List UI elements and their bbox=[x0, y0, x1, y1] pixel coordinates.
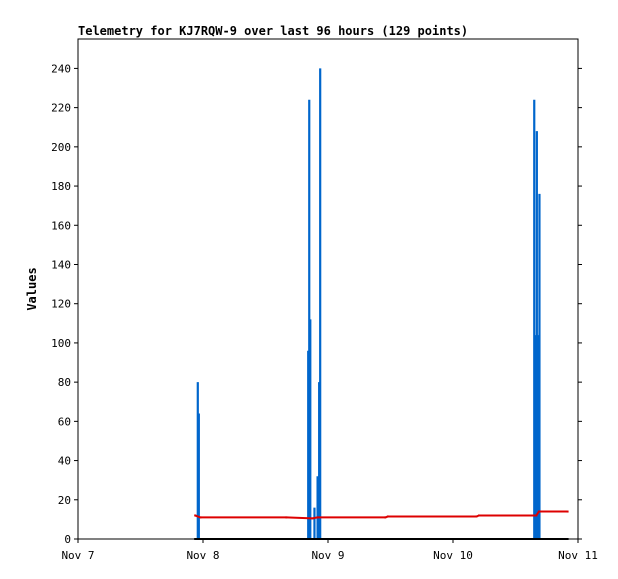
x-tick-label: Nov 9 bbox=[311, 549, 344, 562]
plot-frame bbox=[77, 38, 579, 540]
y-tick-label: 100 bbox=[51, 337, 71, 350]
telemetry-point bbox=[194, 514, 197, 517]
y-tick-label: 20 bbox=[58, 494, 71, 507]
y-tick-label: 80 bbox=[58, 376, 71, 389]
telemetry-point bbox=[535, 514, 538, 517]
telemetry-point bbox=[285, 516, 288, 519]
telemetry-point bbox=[311, 517, 314, 520]
telemetry-line-1 bbox=[194, 510, 568, 520]
telemetry-point bbox=[384, 516, 387, 519]
y-tick-label: 120 bbox=[51, 298, 71, 311]
y-tick-label: 40 bbox=[58, 455, 71, 468]
x-tick-label: Nov 8 bbox=[186, 549, 219, 562]
x-tick-label: Nov 11 bbox=[558, 549, 598, 562]
x-axis: Nov 7 Nov 8 Nov 9 Nov 10 Nov 11 bbox=[61, 539, 598, 562]
y-tick-label: 60 bbox=[58, 415, 71, 428]
telemetry-point bbox=[475, 515, 478, 518]
telemetry-point bbox=[386, 515, 389, 518]
series-layer bbox=[194, 68, 569, 540]
telemetry-point bbox=[566, 510, 569, 513]
telemetry-point bbox=[537, 510, 540, 513]
telemetry-point bbox=[478, 514, 481, 517]
y-tick-label: 180 bbox=[51, 180, 71, 193]
chart-title: Telemetry for KJ7RQW-9 over last 96 hour… bbox=[78, 24, 468, 38]
telemetry-point bbox=[199, 516, 202, 519]
x-tick-label: Nov 7 bbox=[61, 549, 94, 562]
y-axis: 0 20 40 60 80 100 120 140 160 180 200 220 240 bbox=[51, 62, 582, 546]
y-tick-label: 200 bbox=[51, 141, 71, 154]
y-tick-label: 140 bbox=[51, 258, 71, 271]
x-tick-label: Nov 10 bbox=[433, 549, 473, 562]
y-tick-label: 160 bbox=[51, 219, 71, 232]
y-tick-label: 0 bbox=[64, 533, 71, 546]
y-tick-label: 240 bbox=[51, 62, 71, 75]
y-axis-label: Values bbox=[25, 267, 39, 310]
y-tick-label: 220 bbox=[51, 102, 71, 115]
telemetry-point bbox=[316, 516, 319, 519]
